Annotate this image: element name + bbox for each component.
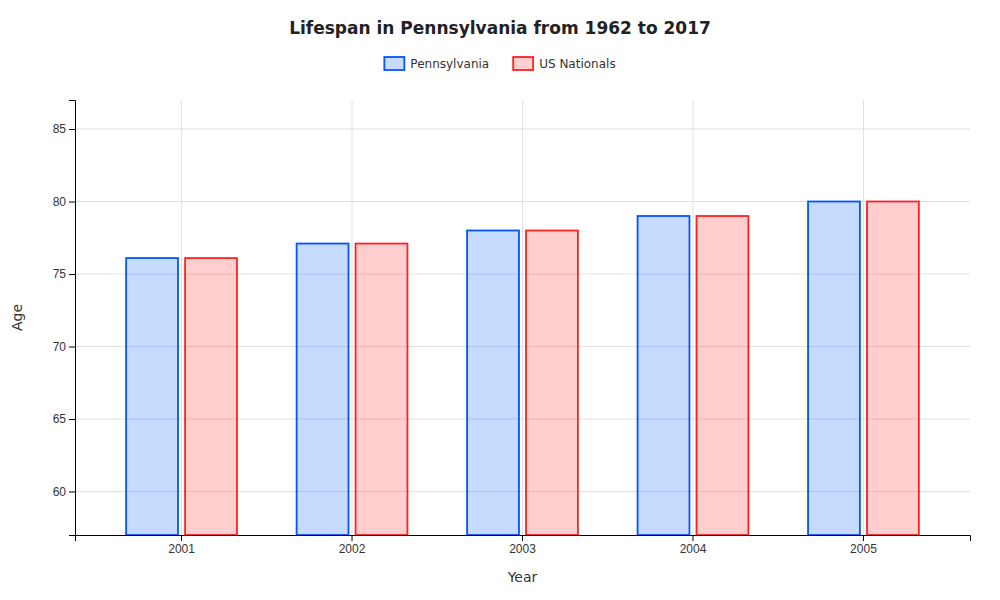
y-tick-mark: [69, 492, 75, 493]
grid-line-x: [181, 100, 182, 535]
x-tick-mark: [522, 535, 523, 541]
grid: [75, 100, 970, 535]
x-tick-label: 2003: [509, 542, 536, 556]
title: Lifespan in Pennsylvania from 1962 to 20…: [289, 18, 711, 38]
y-tick-label: 75: [53, 267, 67, 281]
y-axis: 60 65 70 75 80 85: [53, 101, 76, 536]
series-bars: [126, 202, 860, 536]
grid-line-x: [522, 100, 523, 535]
x-axis-title: Year: [507, 569, 538, 585]
grid-line-x: [863, 100, 864, 535]
bar: [297, 244, 349, 535]
x-axis-line: [76, 536, 971, 542]
bar: [467, 231, 519, 536]
y-tick-label: 80: [53, 195, 67, 209]
x-tick: 2004: [680, 535, 707, 556]
plot-area: 2001 2002 2003 2004 2005 60 65 70 75 80 85: [53, 100, 971, 556]
legend-swatch: [513, 57, 533, 70]
y-tick-mark: [69, 419, 75, 420]
bars: [126, 202, 919, 536]
grid-line-x: [692, 100, 693, 535]
bar: [697, 216, 749, 535]
y-tick: 70: [53, 340, 75, 354]
legend: Pennsylvania US Nationals: [384, 57, 615, 71]
bar: [126, 258, 178, 535]
y-axis-title: Age: [9, 304, 25, 331]
x-tick-label: 2005: [850, 542, 877, 556]
bar: [185, 258, 237, 535]
y-tick-mark: [69, 274, 75, 275]
legend-item: US Nationals: [513, 57, 615, 71]
x-tick-label: 2001: [168, 542, 195, 556]
legend-swatch: [384, 57, 404, 70]
y-tick-label: 85: [53, 122, 67, 136]
y-tick: 75: [53, 267, 75, 281]
y-tick: 80: [53, 195, 75, 209]
legend-label: US Nationals: [539, 57, 615, 71]
x-tick-label: 2002: [339, 542, 366, 556]
bar: [638, 216, 690, 535]
x-tick-mark: [863, 535, 864, 541]
y-tick-mark: [69, 347, 75, 348]
x-axis: 2001 2002 2003 2004 2005: [76, 535, 971, 556]
bar: [356, 244, 408, 535]
y-tick-mark: [69, 129, 75, 130]
y-tick: 60: [53, 485, 75, 499]
bar: [526, 231, 578, 536]
y-tick-label: 70: [53, 340, 67, 354]
y-tick: 65: [53, 412, 75, 426]
x-tick: 2005: [850, 535, 877, 556]
x-tick-mark: [352, 535, 353, 541]
legend-label: Pennsylvania: [410, 57, 489, 71]
y-axis-line: [69, 101, 76, 536]
x-tick: 2001: [168, 535, 195, 556]
series-bars: [185, 202, 919, 536]
x-tick: 2003: [509, 535, 536, 556]
y-tick-label: 60: [53, 485, 67, 499]
x-tick: 2002: [339, 535, 366, 556]
bar: [808, 202, 860, 536]
y-tick: 85: [53, 122, 75, 136]
x-tick-mark: [181, 535, 182, 541]
x-tick-label: 2004: [680, 542, 707, 556]
chart: 2001 2002 2003 2004 2005 60 65 70 75 80 85 Year Age L…: [0, 0, 1000, 600]
y-tick-mark: [69, 202, 75, 203]
x-tick-mark: [692, 535, 693, 541]
bar: [867, 202, 919, 536]
y-tick-label: 65: [53, 412, 67, 426]
legend-item: Pennsylvania: [384, 57, 489, 71]
grid-line-x: [352, 100, 353, 535]
